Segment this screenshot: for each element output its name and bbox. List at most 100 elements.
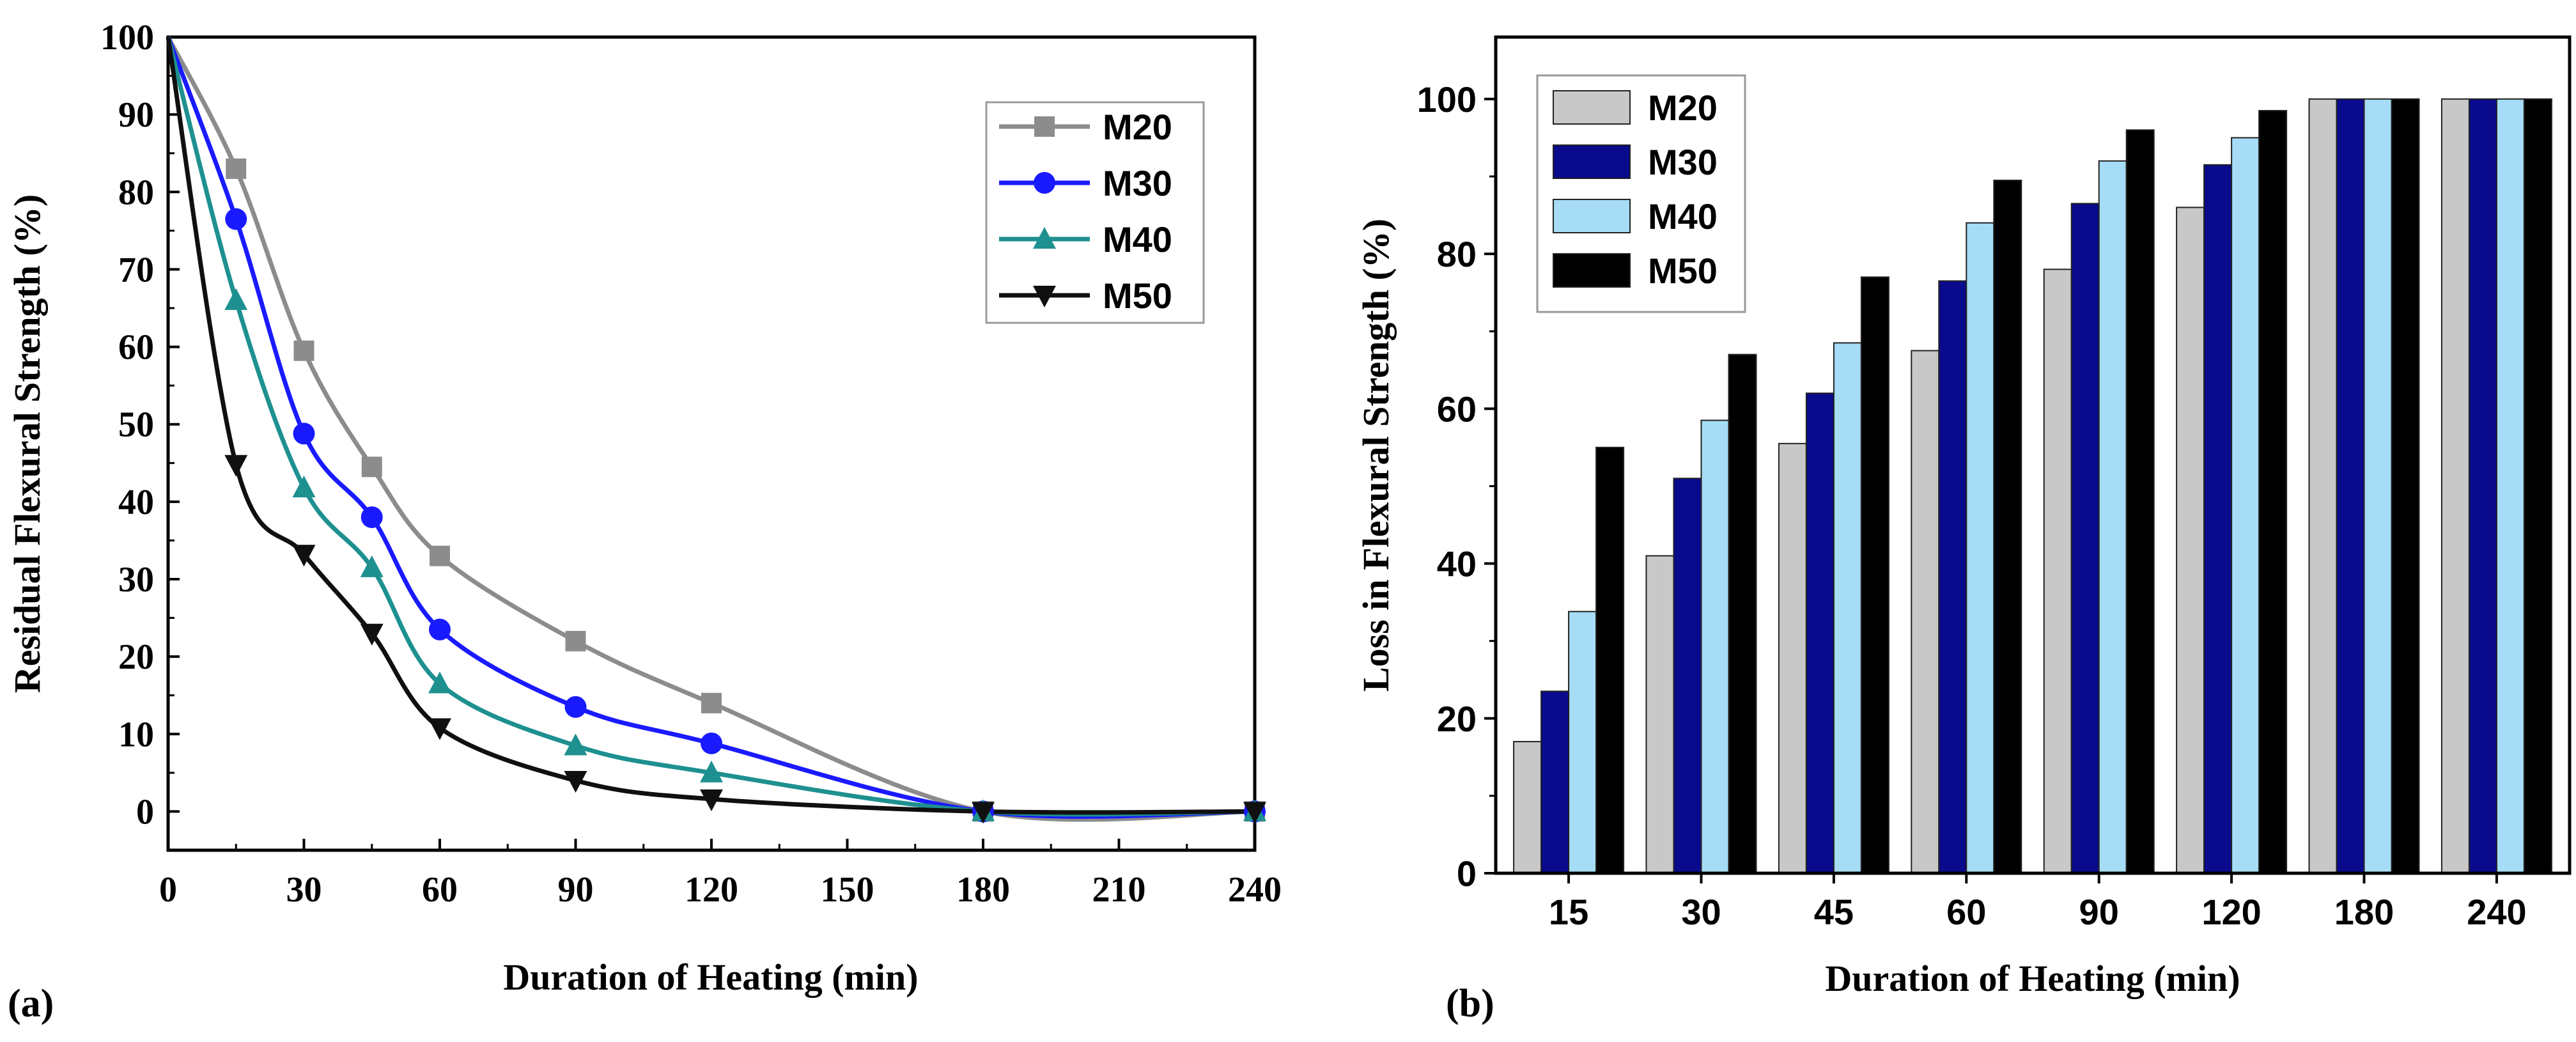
data-point-m50 <box>700 789 723 812</box>
legend-marker-m30 <box>1034 172 1055 194</box>
legend: M20 M30 M40 M50 <box>1536 74 1746 313</box>
bar-m40-60 <box>1966 222 1995 874</box>
legend-label-m20: M20 <box>1648 88 1718 128</box>
data-point-m30 <box>293 423 315 445</box>
y-tick-label: 20 <box>118 637 154 677</box>
data-point-m20 <box>430 545 450 566</box>
bar-m40-180 <box>2363 98 2393 874</box>
x-tick-label: 90 <box>2079 892 2119 932</box>
data-point-m40 <box>292 476 316 498</box>
x-tick-label: 30 <box>1681 892 1721 932</box>
x-tick-label: 60 <box>1946 892 1986 932</box>
data-point-m50 <box>972 802 995 824</box>
y-tick-label: 0 <box>136 792 154 832</box>
bar-m30-30 <box>1673 478 1702 874</box>
bar-m50-180 <box>2391 98 2420 874</box>
data-point-m20 <box>361 456 382 478</box>
data-point-m30 <box>225 208 247 230</box>
legend-swatch-m20 <box>1553 90 1631 125</box>
bar-m30-90 <box>2070 203 2100 874</box>
data-point-m40 <box>564 733 587 756</box>
legend-label-m30: M30 <box>1648 142 1718 182</box>
tick-labels: 0 30 60 90 120 150 180 210 240 0 10 20 30 40 50 60 70 80 9… <box>100 18 1282 910</box>
data-point-m20 <box>293 340 314 361</box>
legend-label-m40: M40 <box>1648 196 1718 237</box>
data-point-m30 <box>361 506 383 529</box>
y-tick-label: 30 <box>118 560 154 600</box>
data-point-m30 <box>701 732 722 754</box>
bar-m20-30 <box>1645 555 1675 874</box>
legend: M20 M30 M40 M50 <box>985 101 1205 324</box>
x-tick-label: 120 <box>2201 892 2261 932</box>
bar-m50-120 <box>2258 110 2288 875</box>
legend-swatch-m40 <box>1553 199 1631 233</box>
data-point-m30 <box>564 696 587 718</box>
x-tick-label: 180 <box>956 870 1010 910</box>
bar-m30-45 <box>1805 393 1835 874</box>
bar-m50-15 <box>1595 446 1625 874</box>
bar-m20-180 <box>2308 98 2338 874</box>
data-point-m50 <box>224 455 248 477</box>
tick-labels: 15 30 45 60 90 120 180 240 0 20 40 60 80 100 <box>1417 79 2527 932</box>
bar-m30-120 <box>2203 164 2233 874</box>
bar-m50-60 <box>1993 180 2022 874</box>
bar-chart-loss-strength: 15 30 45 60 90 120 180 240 0 20 40 60 80 100 Loss in … <box>1355 35 2572 999</box>
data-point-m50 <box>564 770 587 793</box>
data-point-m40 <box>428 671 451 694</box>
y-tick-label: 100 <box>1417 79 1477 120</box>
data-point-m50 <box>1243 802 1266 824</box>
y-axis-title: Residual Flexural Strength (%) <box>6 194 48 693</box>
x-axis-title: Duration of Heating (min) <box>1825 958 2240 999</box>
x-tick-label: 45 <box>1814 892 1854 932</box>
x-tick-label: 120 <box>685 870 738 910</box>
bar-m50-45 <box>1860 276 1889 874</box>
y-axis-title: Loss in Flexural Strength (%) <box>1355 219 1397 692</box>
x-tick-label: 15 <box>1549 892 1588 932</box>
data-point-m30 <box>429 618 451 641</box>
x-tick-label: 210 <box>1092 870 1146 910</box>
x-tick-label: 240 <box>1228 870 1282 910</box>
data-point-m50 <box>428 718 451 740</box>
bar-m50-240 <box>2523 98 2552 874</box>
data-point-m20 <box>226 158 247 179</box>
legend-swatch-m50 <box>1553 253 1631 288</box>
y-tick-label: 60 <box>1437 389 1477 429</box>
x-tick-label: 0 <box>159 870 177 910</box>
y-tick-label: 60 <box>118 328 154 368</box>
bar-m40-120 <box>2231 137 2260 874</box>
legend-marker-m50 <box>1033 286 1056 307</box>
bar-m30-180 <box>2336 98 2365 874</box>
x-tick-label: 180 <box>2334 892 2394 932</box>
bar-m50-30 <box>1728 354 1757 874</box>
y-tick-label: 80 <box>118 173 154 212</box>
y-tick-label: 0 <box>1457 853 1477 894</box>
legend-marker-m40 <box>1033 227 1056 249</box>
y-tick-label: 40 <box>118 483 154 522</box>
data-point-m50 <box>292 545 316 567</box>
bar-m20-90 <box>2043 268 2072 875</box>
axis-ticks <box>167 36 1256 850</box>
series-markers <box>224 158 1266 824</box>
y-tick-label: 80 <box>1437 234 1477 274</box>
x-tick-label: 150 <box>821 870 874 910</box>
y-tick-label: 40 <box>1437 544 1477 584</box>
data-point-m40 <box>224 288 248 310</box>
legend-swatch-m30 <box>1553 144 1631 179</box>
x-axis-title: Duration of Heating (min) <box>503 956 918 998</box>
legend-label-m20: M20 <box>1103 107 1172 147</box>
y-tick-label: 90 <box>118 95 154 135</box>
bar-m30-240 <box>2468 98 2497 874</box>
legend-label-m30: M30 <box>1103 163 1172 203</box>
bar-m20-45 <box>1778 442 1807 874</box>
data-point-m20 <box>565 630 586 651</box>
y-tick-label: 70 <box>118 250 154 290</box>
data-point-m20 <box>701 692 722 713</box>
data-point-m40 <box>700 760 723 782</box>
x-tick-label: 30 <box>286 870 322 910</box>
y-tick-label: 20 <box>1437 699 1477 739</box>
x-tick-label: 240 <box>2467 892 2526 932</box>
bar-m20-60 <box>1911 350 1940 874</box>
bar-m20-15 <box>1513 741 1542 874</box>
y-tick-label: 100 <box>100 18 154 58</box>
